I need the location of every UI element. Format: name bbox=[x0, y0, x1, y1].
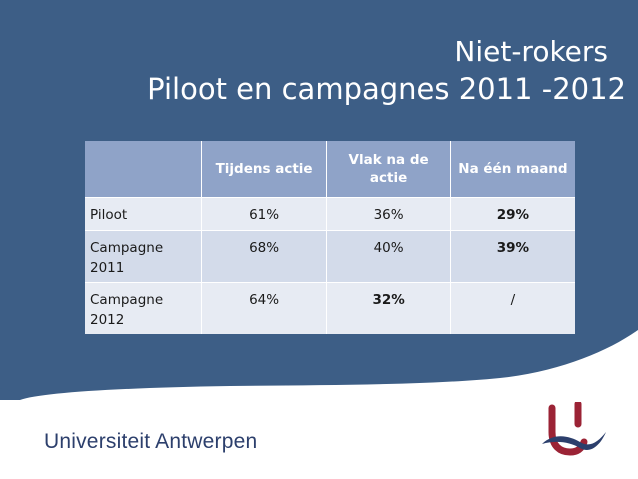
slide-title-line2: Piloot en campagnes 2011 -2012 bbox=[147, 72, 626, 106]
row-label-campagne-2012: Campagne 2012 bbox=[85, 282, 202, 334]
cell-value: 39% bbox=[449, 230, 575, 283]
table-header-vlak-na: Vlak na de actie bbox=[326, 141, 451, 198]
cell-value: 32% bbox=[326, 282, 451, 334]
cell-value: 68% bbox=[200, 230, 327, 283]
table-header-blank bbox=[85, 141, 202, 198]
table-header-na-een-maand: Na één maand bbox=[449, 141, 575, 198]
table-row: Campagne 2011 68% 40% 39% bbox=[85, 230, 575, 283]
cell-value: 40% bbox=[326, 230, 451, 283]
cell-value: 64% bbox=[200, 282, 327, 334]
cell-value: 36% bbox=[326, 197, 451, 231]
cell-value: 29% bbox=[449, 197, 575, 231]
university-name-part2: Antwerpen bbox=[155, 430, 258, 453]
results-table: Tijdens actie Vlak na de actie Na één ma… bbox=[85, 141, 575, 334]
row-label-piloot: Piloot bbox=[85, 197, 202, 231]
table-header-row: Tijdens actie Vlak na de actie Na één ma… bbox=[85, 141, 575, 198]
table-header-tijdens: Tijdens actie bbox=[200, 141, 327, 198]
cell-value: / bbox=[449, 282, 575, 334]
table-row: Campagne 2012 64% 32% / bbox=[85, 282, 575, 334]
cell-value: 61% bbox=[200, 197, 327, 231]
slide-title-line1: Niet-rokers bbox=[454, 35, 608, 68]
university-name: Universiteit Antwerpen bbox=[44, 430, 257, 454]
row-label-campagne-2011: Campagne 2011 bbox=[85, 230, 202, 283]
table-row: Piloot 61% 36% 29% bbox=[85, 197, 575, 231]
uantwerpen-logo-icon bbox=[542, 402, 606, 456]
university-name-part1: Universiteit bbox=[44, 430, 151, 453]
